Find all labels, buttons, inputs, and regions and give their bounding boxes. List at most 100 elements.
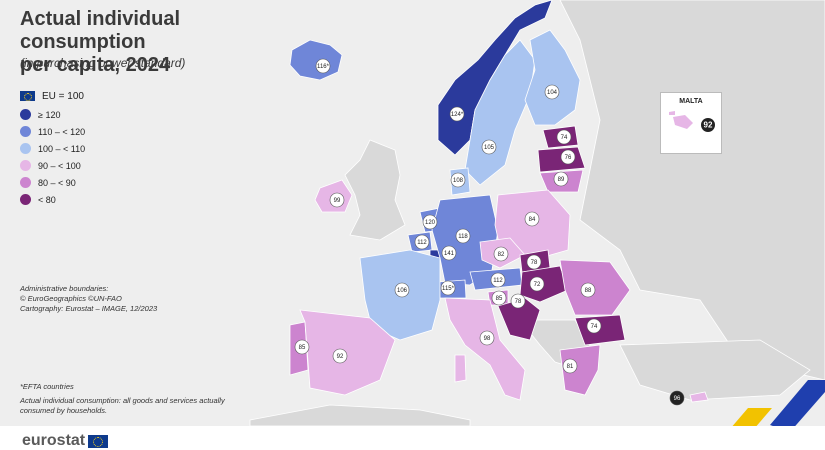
ireland-value-label: 99	[334, 198, 341, 204]
country-sardinia	[454, 354, 467, 383]
legend-label: < 80	[38, 194, 56, 205]
austria-value-marker	[490, 272, 506, 288]
legend-swatch	[20, 126, 31, 137]
finland-value-label: 104	[547, 90, 558, 96]
lithuania-value-marker	[553, 171, 569, 187]
iceland-value-marker	[315, 58, 331, 74]
legend-row: 80 – < 90	[20, 174, 85, 191]
spain-value-marker	[332, 348, 348, 364]
legend-eu-label: EU = 100	[42, 90, 84, 102]
cyprus-value-label: 96	[674, 396, 681, 402]
sweden-value-label: 105	[484, 145, 495, 151]
switzerland-value-marker	[440, 280, 456, 296]
croatia-value-label: 78	[515, 299, 522, 305]
land-russia	[559, 0, 825, 381]
legend-swatch	[20, 194, 31, 205]
sweden-value-marker	[481, 139, 497, 155]
iceland-value-label: 116*	[317, 64, 330, 70]
france-value-marker	[394, 282, 410, 298]
czechia-value-marker	[493, 246, 509, 262]
italy-value-marker	[479, 330, 495, 346]
country-cyprus	[689, 391, 709, 403]
germany-value-label: 118	[458, 234, 468, 240]
norway-value-marker	[449, 106, 465, 122]
cyprus-value-marker	[669, 390, 685, 406]
legend-row: 110 – < 120	[20, 123, 85, 140]
legend-label: 90 – < 100	[38, 160, 81, 171]
definition-note: Actual individual consumption: all goods…	[20, 396, 225, 416]
hungary-value-marker	[529, 276, 545, 292]
country-romania	[559, 259, 631, 316]
legend-swatch	[20, 177, 31, 188]
footer-bar	[0, 426, 825, 450]
belgium-value-marker	[414, 234, 430, 250]
latvia-value-marker	[560, 149, 576, 165]
bulgaria-value-marker	[586, 318, 602, 334]
portugal-value-marker	[294, 339, 310, 355]
malta-value-label: 92	[704, 121, 713, 130]
netherlands-value-marker	[422, 214, 438, 230]
luxembourg-value-marker	[441, 245, 457, 261]
country-malta	[673, 115, 693, 129]
poland-value-label: 84	[529, 217, 536, 223]
legend-row: 100 – < 110	[20, 140, 85, 157]
germany-value-marker	[455, 228, 471, 244]
estonia-value-marker	[556, 129, 572, 145]
eu-flag-logo-icon	[88, 434, 109, 448]
efta-note: *EFTA countries	[20, 382, 74, 391]
hungary-value-label: 72	[534, 282, 541, 288]
land-north-africa	[249, 404, 471, 427]
page-title: Actual individual consumption per capita…	[20, 8, 280, 77]
slovenia-value-marker	[491, 290, 507, 306]
legend-swatch	[20, 143, 31, 154]
legend-label: 110 – < 120	[38, 126, 86, 137]
admin-note-line-3: Cartography: Eurostat – IMAGE, 12/2023	[20, 304, 158, 313]
czechia-value-label: 82	[498, 252, 505, 258]
slovakia-value-marker	[526, 254, 542, 270]
admin-note-line-2: © EuroGeographics ©UN-FAO	[20, 294, 122, 303]
denmark-value-label: 108	[453, 178, 464, 184]
country-finland	[524, 29, 581, 126]
spain-value-label: 92	[337, 354, 344, 360]
estonia-value-label: 74	[561, 135, 568, 141]
country-greece	[559, 344, 601, 396]
legend-label: 100 – < 110	[38, 143, 86, 154]
admin-note-line-1: Administrative boundaries:	[20, 284, 109, 293]
italy-value-label: 98	[484, 336, 491, 342]
legend: EU = 100 ≥ 120 110 – < 120 100 – < 110 90 –…	[20, 88, 85, 208]
chevron-blue-decoration	[770, 380, 825, 432]
country-italy	[444, 297, 526, 401]
malta-inset-map: 92	[669, 111, 715, 132]
latvia-value-label: 76	[565, 155, 572, 161]
greece-value-marker	[562, 358, 578, 374]
legend-row: < 80	[20, 191, 85, 208]
finland-value-marker	[544, 84, 560, 100]
luxembourg-value-label: 141	[444, 251, 455, 257]
greece-value-label: 81	[567, 364, 574, 370]
country-spain	[299, 309, 396, 396]
legend-row: 90 – < 100	[20, 157, 85, 174]
title-line-2: per capita, 2024	[20, 54, 171, 76]
eu-flag-icon	[20, 91, 35, 101]
malta-inset: MALTA 92	[660, 92, 722, 154]
page-subtitle: (in purchasing power standard)	[20, 56, 186, 70]
legend-swatch	[20, 160, 31, 171]
france-value-label: 106	[397, 288, 408, 294]
norway-value-label: 124*	[451, 112, 464, 118]
netherlands-value-label: 120	[425, 220, 436, 226]
land-turkey	[619, 339, 811, 401]
romania-value-label: 88	[585, 288, 592, 294]
legend-label: ≥ 120	[38, 109, 61, 120]
legend-row: ≥ 120	[20, 106, 85, 123]
legend-label: 80 – < 90	[38, 177, 76, 188]
slovenia-value-label: 85	[496, 296, 503, 302]
country-gozo	[669, 111, 675, 115]
eurostat-logo: eurostat	[22, 432, 109, 450]
slovakia-value-label: 78	[531, 260, 538, 266]
portugal-value-label: 85	[299, 345, 306, 351]
lithuania-value-label: 89	[558, 177, 565, 183]
definition-note-line-1: Actual individual consumption: all goods…	[20, 396, 225, 405]
legend-eu-row: EU = 100	[20, 88, 85, 104]
malta-inset-title: MALTA	[679, 98, 703, 105]
